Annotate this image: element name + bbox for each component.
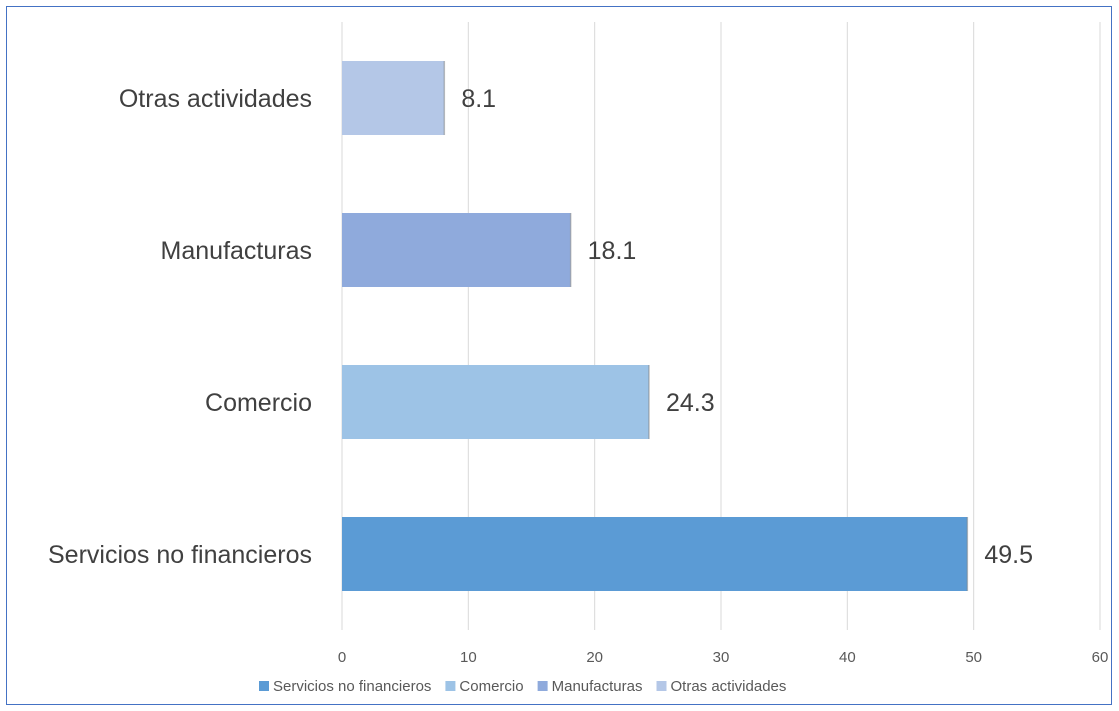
bar-3	[342, 61, 445, 135]
data-label-0: 49.5	[984, 541, 1033, 569]
legend-swatch-2	[537, 681, 548, 691]
legend-entry-3: Otras actividades	[671, 678, 787, 695]
legend-entry-1: Comercio	[459, 678, 523, 695]
data-label-1: 24.3	[666, 389, 715, 417]
x-tick-label-5: 50	[965, 649, 982, 666]
data-label-3: 8.1	[461, 85, 496, 113]
x-tick-label-3: 30	[713, 649, 730, 666]
category-labels: Servicios no financieros Comercio Manufact…	[48, 85, 312, 569]
x-tick-label-0: 0	[338, 649, 346, 666]
bars	[342, 61, 969, 591]
legend-swatch-1	[445, 681, 456, 691]
x-tick-label-2: 20	[586, 649, 603, 666]
x-tick-label-6: 60	[1092, 649, 1109, 666]
bar-0	[342, 517, 968, 591]
x-tick-label-4: 40	[839, 649, 856, 666]
x-tick-label-1: 10	[460, 649, 477, 666]
legend-entry-0: Servicios no financieros	[273, 678, 431, 695]
legend-entry-2: Manufacturas	[552, 678, 643, 695]
category-label-1: Comercio	[205, 389, 312, 417]
category-label-0: Servicios no financieros	[48, 541, 312, 569]
data-label-2: 18.1	[588, 237, 637, 265]
category-label-3: Otras actividades	[119, 85, 312, 113]
legend-swatch-0	[259, 681, 269, 691]
category-label-2: Manufacturas	[161, 237, 312, 265]
bar-2	[342, 213, 571, 287]
x-axis-ticks: 0 10 20 30 40 50 60	[338, 649, 1109, 666]
legend-swatch-3	[656, 681, 667, 691]
data-labels: 49.5 24.3 18.1 8.1	[461, 85, 1033, 569]
bar-1	[342, 365, 649, 439]
legend: Servicios no financieros Comercio Manufact…	[259, 678, 786, 695]
